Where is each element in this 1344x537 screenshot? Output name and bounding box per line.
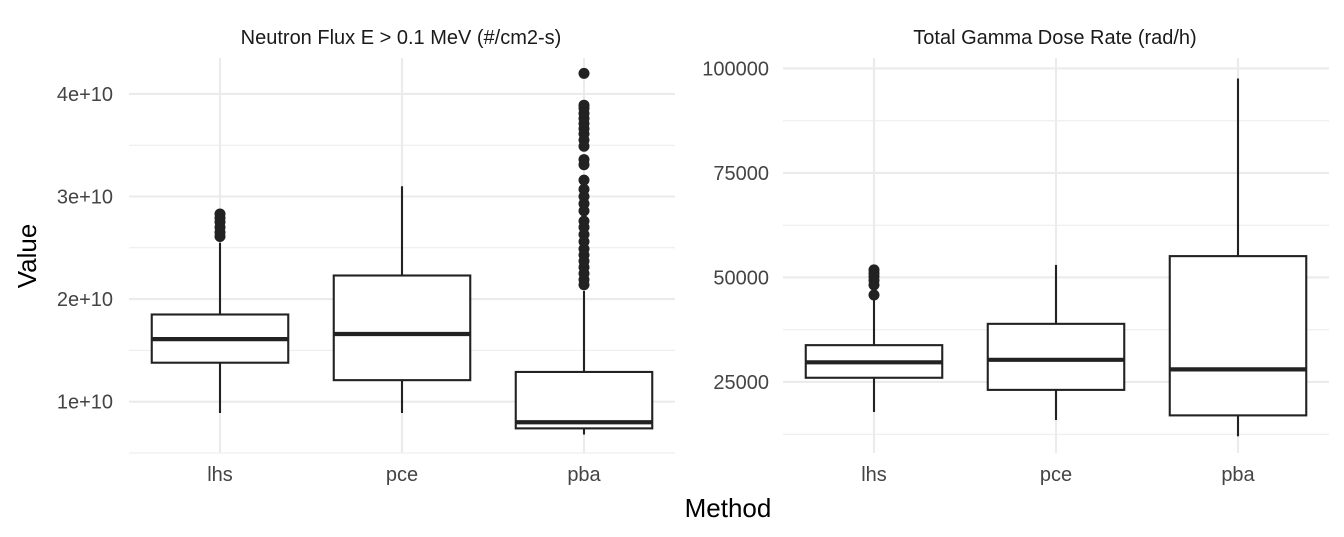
- box-iqr: [332, 274, 472, 382]
- box-neutron-flux-pce: [332, 186, 472, 413]
- x-tick-label: pba: [567, 464, 601, 486]
- outlier-point: [578, 215, 590, 227]
- outlier-point: [868, 289, 880, 301]
- outlier-point: [578, 154, 590, 166]
- y-tick-label: 1e+10: [57, 392, 113, 414]
- y-tick-label: 25000: [713, 372, 769, 394]
- panel-gamma-dose: 25000 50000 75000 100000 lhs pce pba: [702, 58, 1329, 486]
- box-gamma-dose-pba: [1168, 78, 1308, 437]
- x-tick-label: lhs: [861, 464, 887, 486]
- y-tick-label: 75000: [713, 163, 769, 185]
- outlier-point: [578, 99, 590, 111]
- x-tick-label: lhs: [207, 464, 233, 486]
- box-iqr: [514, 370, 654, 430]
- y-tick-label: 4e+10: [57, 84, 113, 106]
- outlier-point: [578, 67, 590, 79]
- facet-title-gamma-dose: Total Gamma Dose Rate (rad/h): [913, 27, 1196, 49]
- box-neutron-flux-lhs: [150, 208, 290, 413]
- facet-title-neutron-flux: Neutron Flux E > 0.1 MeV (#/cm2-s): [241, 27, 562, 49]
- outlier-point: [578, 183, 590, 195]
- box-gamma-dose-lhs: [804, 264, 944, 413]
- panel-neutron-flux: 1e+10 2e+10 3e+10 4e+10 lhs pce pba: [57, 58, 675, 486]
- y-tick-label: 3e+10: [57, 187, 113, 209]
- box-iqr: [1168, 255, 1308, 417]
- x-tick-label: pba: [1221, 464, 1255, 486]
- y-axis-title: Value: [12, 224, 42, 289]
- y-tick-label: 100000: [702, 58, 769, 80]
- box-neutron-flux-pba: [514, 67, 654, 435]
- y-tick-label: 50000: [713, 267, 769, 289]
- x-axis-title: Method: [685, 493, 772, 523]
- outlier-point: [214, 208, 226, 220]
- outlier-point: [578, 174, 590, 186]
- x-tick-label: pce: [1040, 464, 1072, 486]
- x-tick-label: pce: [386, 464, 418, 486]
- outlier-point: [868, 264, 880, 276]
- box-iqr: [986, 322, 1126, 391]
- y-tick-label: 2e+10: [57, 289, 113, 311]
- box-gamma-dose-pce: [986, 264, 1126, 420]
